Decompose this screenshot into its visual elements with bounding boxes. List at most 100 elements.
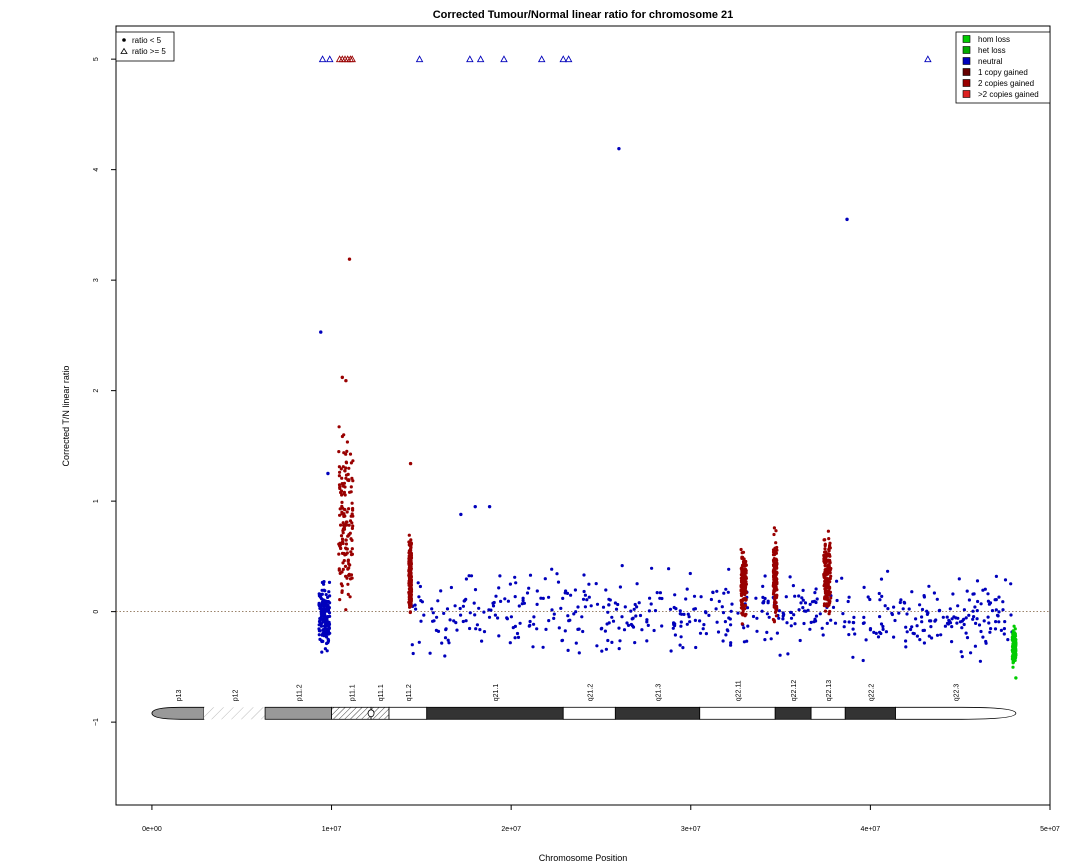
data-point: [903, 601, 907, 605]
data-point: [585, 598, 589, 602]
data-point: [547, 619, 551, 623]
data-point: [984, 641, 988, 645]
data-point: [610, 615, 614, 619]
data-point: [828, 576, 832, 581]
data-point: [468, 626, 472, 631]
data-point: [552, 612, 556, 616]
data-point: [668, 607, 673, 611]
data-point: [422, 613, 426, 617]
data-point: [564, 589, 568, 593]
data-point: [866, 595, 870, 599]
chart-title: Corrected Tumour/Normal linear ratio for…: [433, 9, 734, 21]
data-point: [348, 490, 352, 494]
data-point: [539, 596, 543, 600]
data-point: [635, 582, 639, 586]
data-point: [611, 619, 616, 623]
legend-swatch: [962, 35, 971, 43]
data-point: [937, 609, 941, 613]
data-point: [1006, 638, 1010, 642]
data-point: [326, 603, 330, 608]
data-point: [822, 559, 826, 563]
data-point: [473, 613, 477, 617]
data-point: [847, 620, 851, 624]
data-point: [843, 620, 847, 624]
data-point: [935, 597, 939, 601]
data-point: [742, 578, 746, 582]
data-point: [631, 616, 635, 620]
outlier-point: [340, 375, 345, 380]
data-point: [929, 625, 933, 629]
data-point: [413, 603, 417, 607]
data-point: [724, 633, 728, 637]
data-point: [350, 476, 354, 480]
data-point: [956, 604, 960, 608]
data-point: [319, 624, 324, 628]
data-point: [321, 630, 326, 635]
data-point: [862, 621, 866, 625]
data-point: [808, 627, 812, 631]
band-label: p13: [176, 690, 183, 702]
data-point: [461, 604, 465, 608]
legend-swatch: [962, 79, 971, 87]
data-point: [773, 588, 777, 593]
data-point: [340, 476, 344, 480]
outlier-point: [473, 504, 477, 509]
data-point: [825, 621, 829, 626]
data-point: [320, 600, 324, 604]
data-point: [921, 628, 925, 633]
data-point: [755, 629, 759, 633]
data-point: [337, 474, 341, 478]
data-point: [350, 576, 354, 580]
data-point: [772, 560, 776, 564]
data-point: [516, 635, 521, 640]
data-point: [1013, 627, 1017, 631]
data-point: [658, 591, 663, 595]
data-point: [340, 510, 344, 514]
data-point: [826, 598, 830, 602]
data-point: [339, 546, 343, 550]
data-point: [595, 644, 599, 648]
data-point: [687, 615, 691, 619]
data-point: [560, 638, 565, 642]
data-point: [789, 616, 794, 620]
data-point: [337, 567, 341, 571]
data-point: [430, 607, 434, 611]
outlier-point: [487, 504, 492, 509]
data-point: [904, 625, 908, 629]
data-point: [347, 572, 351, 576]
data-point: [344, 466, 348, 470]
data-point: [742, 589, 746, 593]
data-point: [962, 617, 966, 622]
data-point: [788, 575, 792, 579]
data-point: [348, 452, 353, 456]
data-point: [846, 599, 850, 604]
data-point: [581, 629, 585, 634]
data-point: [886, 569, 890, 573]
data-point: [958, 620, 963, 624]
data-point: [721, 639, 725, 643]
data-point: [543, 577, 547, 581]
y-tick-label: 4: [93, 168, 100, 172]
data-point: [601, 605, 606, 609]
data-point: [338, 513, 342, 517]
data-point: [320, 603, 324, 608]
y-axis-label: Corrected T/N linear ratio: [61, 366, 71, 467]
data-point: [411, 651, 415, 656]
data-point: [950, 625, 954, 629]
data-point: [766, 601, 770, 605]
band-label: p11.1: [349, 684, 356, 701]
data-point: [344, 460, 348, 464]
data-point: [973, 644, 978, 648]
data-point: [969, 651, 973, 655]
data-point: [772, 575, 777, 579]
data-point: [445, 607, 450, 611]
data-point: [997, 620, 1001, 624]
data-point: [981, 635, 985, 639]
data-point: [322, 618, 326, 623]
data-point: [775, 581, 779, 585]
data-point: [342, 481, 346, 485]
data-point: [960, 626, 964, 630]
data-point: [828, 586, 832, 590]
high-ratio-point: [476, 55, 485, 63]
data-point: [650, 566, 654, 570]
